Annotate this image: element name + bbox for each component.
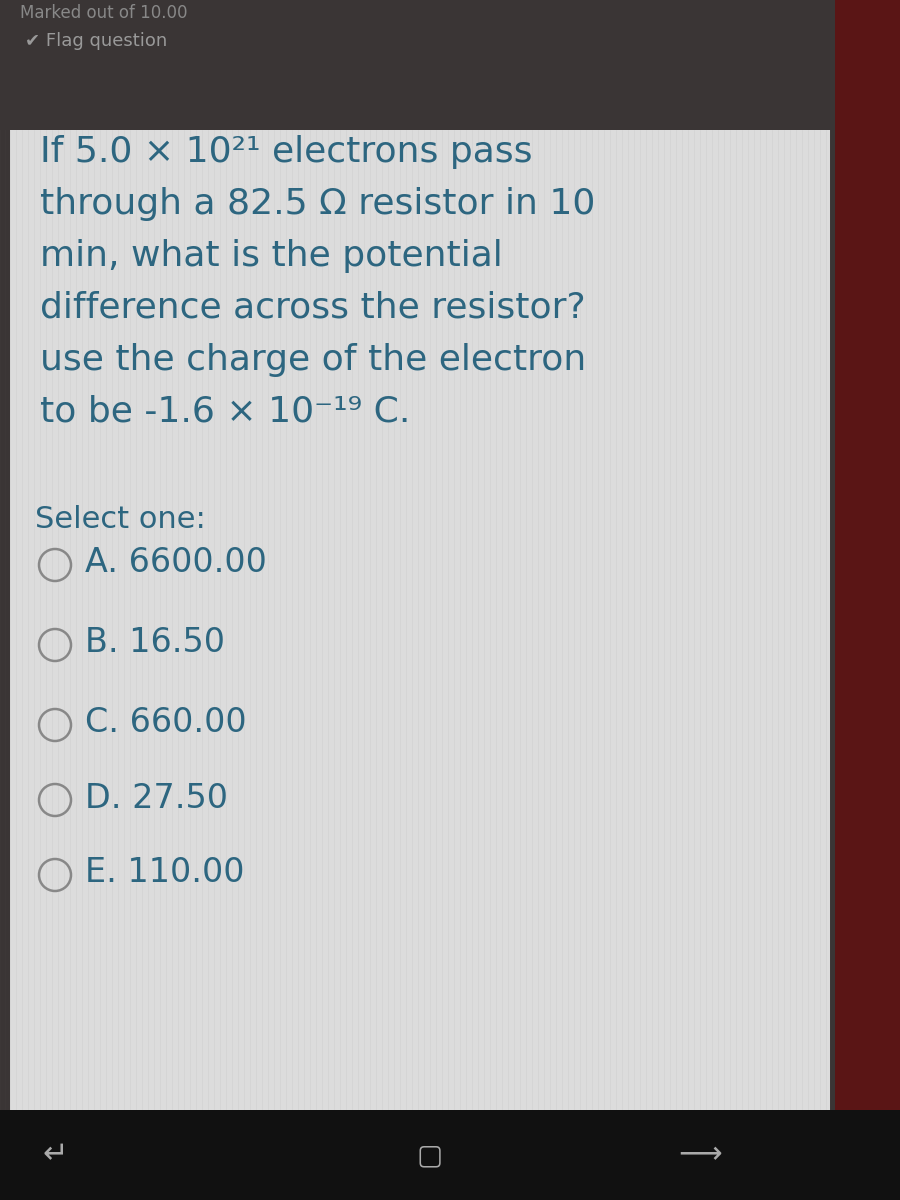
- Text: difference across the resistor?: difference across the resistor?: [40, 290, 586, 325]
- Bar: [0, 1110, 900, 1200]
- Text: Marked out of 10.00: Marked out of 10.00: [20, 4, 187, 22]
- Text: ✔ Flag question: ✔ Flag question: [25, 32, 167, 50]
- Text: A. 6600.00: A. 6600.00: [85, 546, 267, 580]
- Text: to be -1.6 × 10⁻¹⁹ C.: to be -1.6 × 10⁻¹⁹ C.: [40, 395, 410, 428]
- Text: C. 660.00: C. 660.00: [85, 707, 247, 739]
- Text: B. 16.50: B. 16.50: [85, 626, 225, 660]
- Text: use the charge of the electron: use the charge of the electron: [40, 343, 586, 377]
- Bar: [10, 130, 830, 1110]
- Text: through a 82.5 Ω resistor in 10: through a 82.5 Ω resistor in 10: [40, 187, 596, 221]
- Text: ▢: ▢: [417, 1141, 443, 1169]
- Bar: [0, 0, 835, 130]
- Text: min, what is the potential: min, what is the potential: [40, 239, 503, 272]
- Text: Select one:: Select one:: [35, 505, 206, 534]
- Text: D. 27.50: D. 27.50: [85, 781, 228, 815]
- Text: If 5.0 × 10²¹ electrons pass: If 5.0 × 10²¹ electrons pass: [40, 134, 533, 169]
- Text: ↵: ↵: [42, 1140, 68, 1170]
- Text: E. 110.00: E. 110.00: [85, 857, 245, 889]
- Text: ⟶: ⟶: [678, 1140, 722, 1170]
- Bar: [835, 0, 900, 1200]
